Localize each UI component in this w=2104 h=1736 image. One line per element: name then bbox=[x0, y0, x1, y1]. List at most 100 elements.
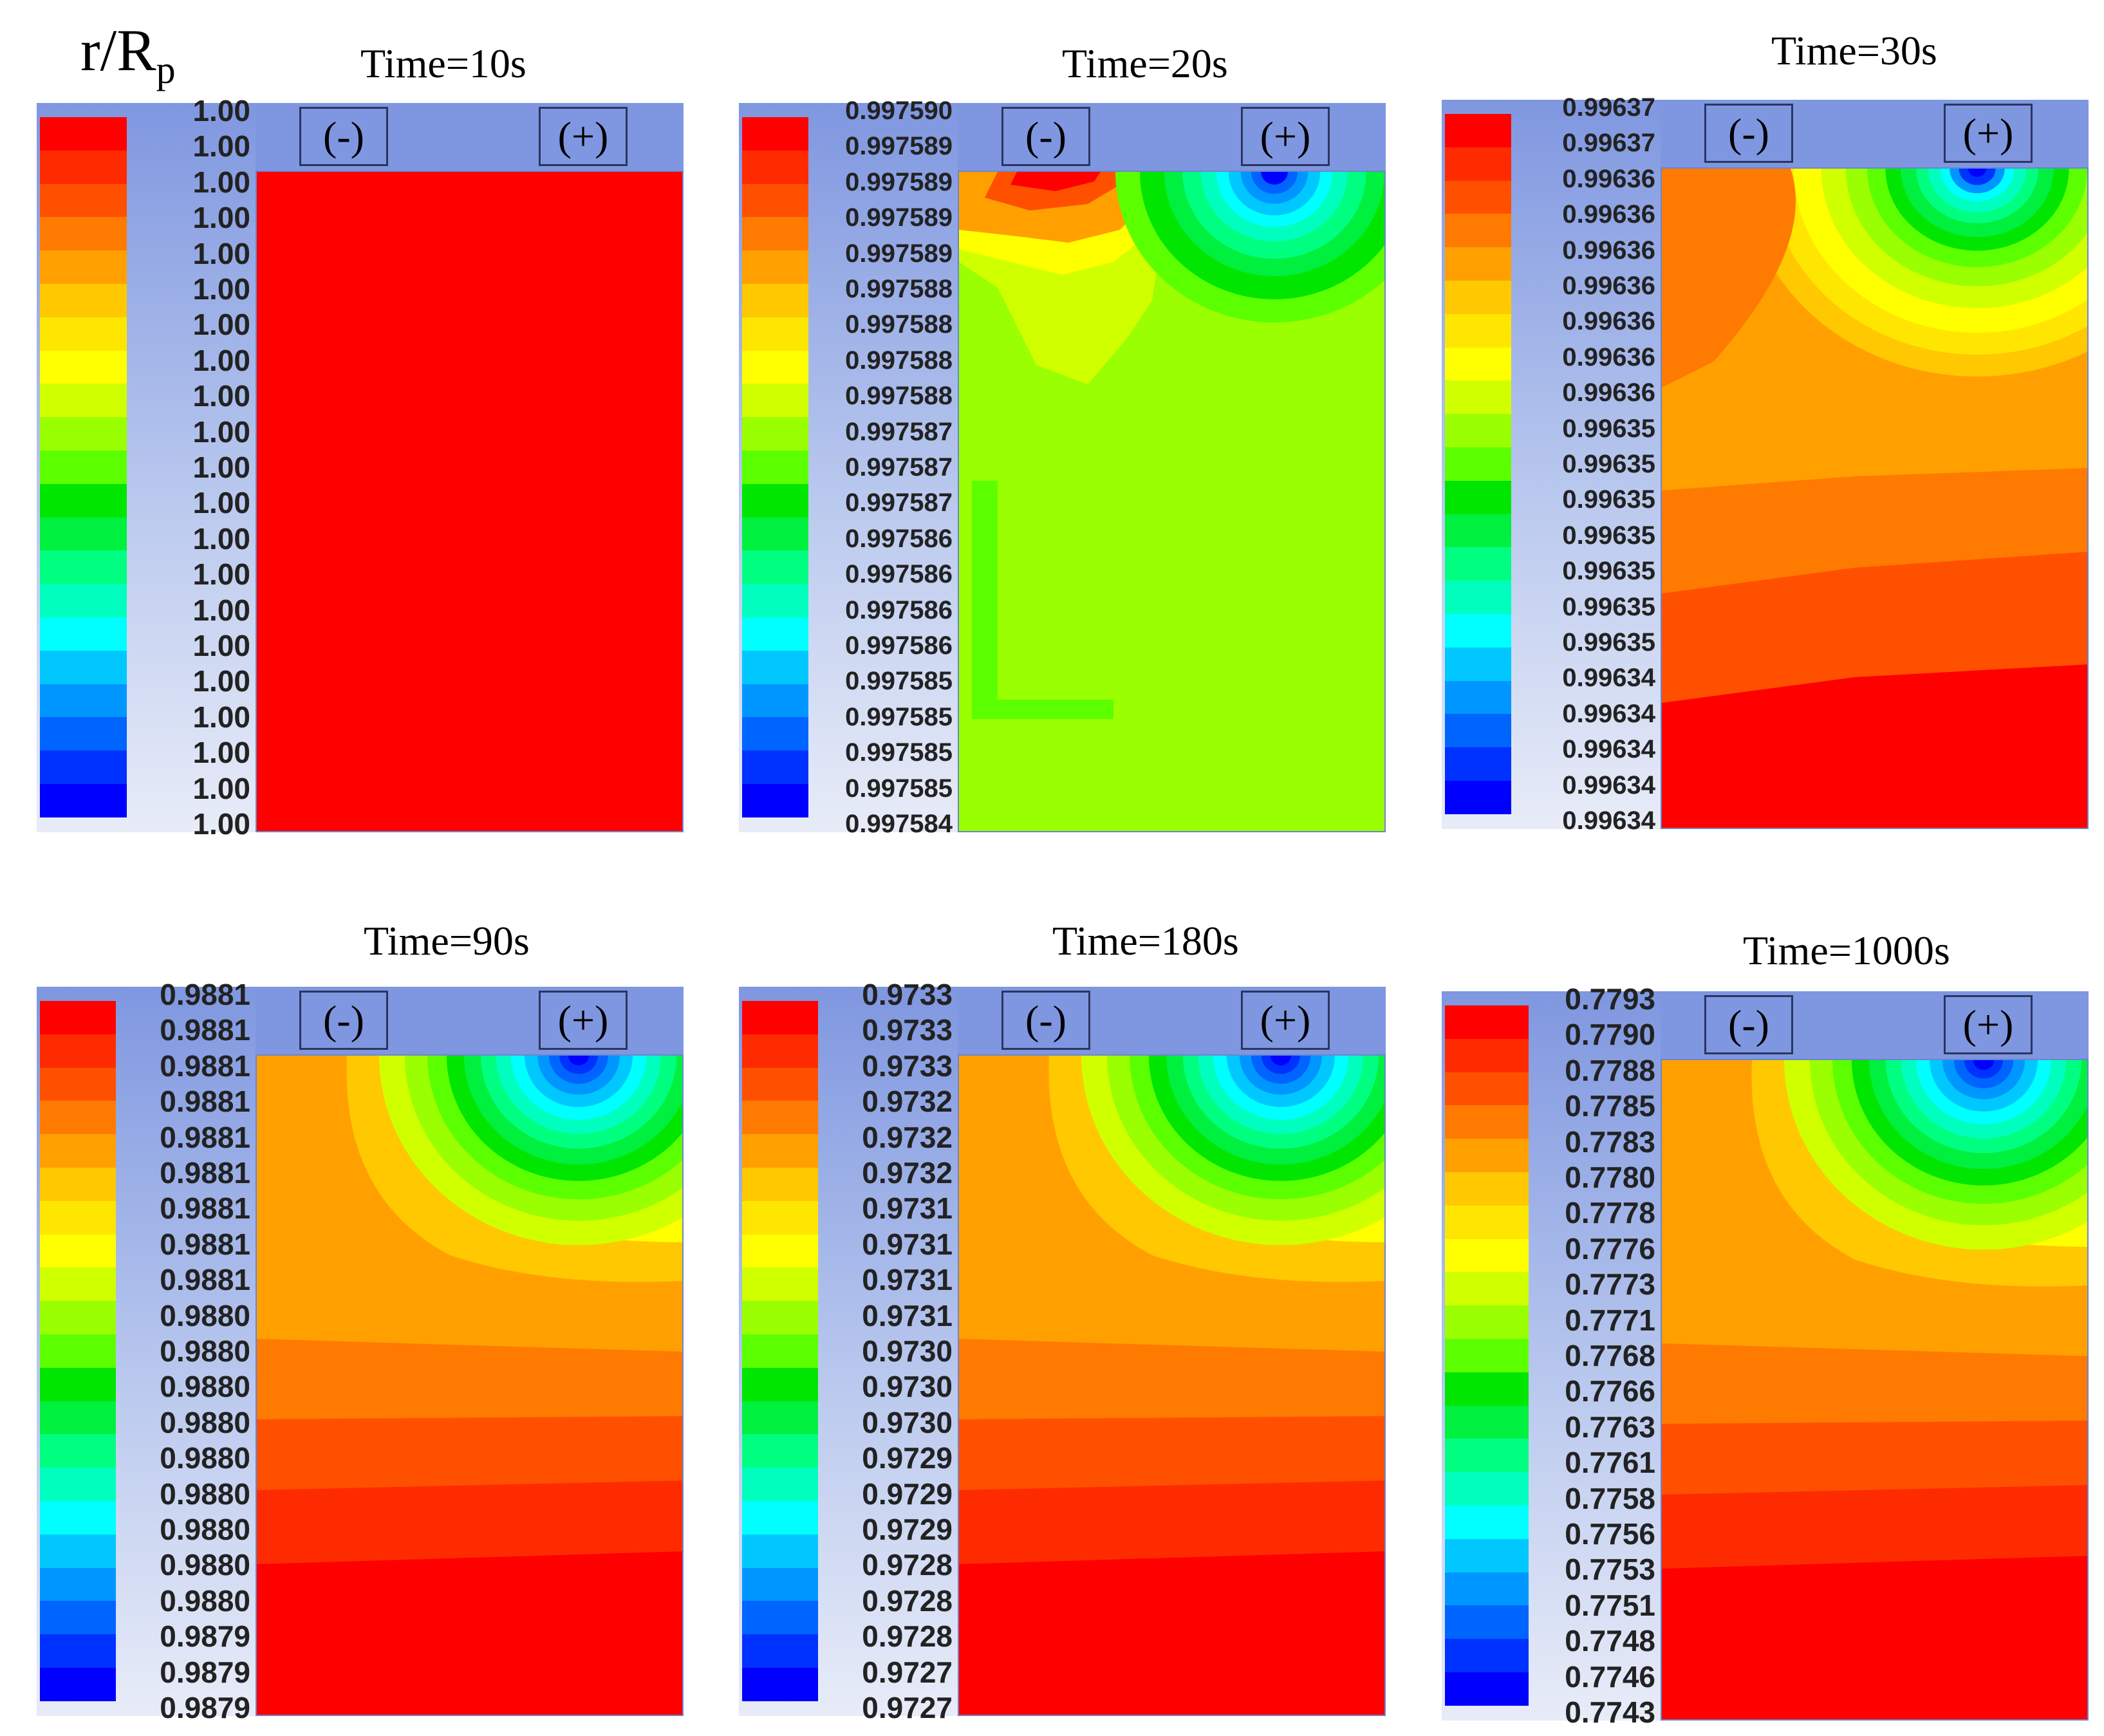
legend-label: 1.00 bbox=[192, 557, 250, 592]
legend-label: 0.9880 bbox=[160, 1298, 250, 1332]
legend-swatch bbox=[1445, 780, 1511, 814]
legend-label: 0.7753 bbox=[1565, 1553, 1655, 1587]
color-legend: 0.7793 0.7790 0.7788 0.7785 0.7783 0.7780 0.77… bbox=[1442, 984, 1661, 1727]
legend-label: 0.7748 bbox=[1565, 1624, 1655, 1658]
legend-swatch bbox=[1445, 313, 1511, 348]
legend-swatch bbox=[742, 350, 808, 384]
legend-swatch bbox=[40, 717, 127, 751]
legend-label: 0.9731 bbox=[862, 1227, 953, 1261]
contour-band bbox=[257, 172, 682, 831]
panel-time-90s: 0.9881 0.9881 0.9881 0.9881 0.9881 0.9881 0.98… bbox=[37, 980, 684, 1722]
legend-label: 1.00 bbox=[192, 700, 250, 734]
legend-label: 0.7746 bbox=[1565, 1659, 1655, 1694]
panel-title-30s: Time=30s bbox=[1771, 28, 1937, 73]
legend-label: 0.997585 bbox=[845, 774, 953, 803]
legend-swatch bbox=[1445, 1105, 1529, 1139]
panel-time-1000s: 0.7793 0.7790 0.7788 0.7785 0.7783 0.7780 0.77… bbox=[1442, 984, 2089, 1727]
legend-swatch bbox=[40, 1367, 116, 1401]
legend-label: 0.99634 bbox=[1562, 699, 1655, 728]
legend-label: 0.9728 bbox=[862, 1619, 953, 1654]
legend-swatch bbox=[742, 1468, 818, 1501]
legend-label: 0.7783 bbox=[1565, 1125, 1655, 1159]
panel-title-20s: Time=20s bbox=[1062, 41, 1228, 86]
electrode-bar: (-) (+) bbox=[958, 103, 1386, 171]
legend-label: 0.7763 bbox=[1565, 1410, 1655, 1444]
legend-label: 0.997585 bbox=[845, 667, 953, 696]
legend-swatches bbox=[1445, 1005, 1529, 1706]
legend-swatches bbox=[1445, 114, 1511, 814]
legend-swatch bbox=[40, 183, 127, 218]
legend-swatch bbox=[742, 250, 808, 284]
legend-swatch bbox=[742, 1034, 818, 1068]
legend-label: 1.00 bbox=[192, 201, 250, 235]
legend-swatch bbox=[1445, 214, 1511, 248]
legend-swatch bbox=[1445, 1139, 1529, 1172]
contour-band bbox=[972, 481, 1113, 719]
legend-swatch bbox=[742, 217, 808, 251]
legend-swatch bbox=[40, 283, 127, 317]
legend-swatch bbox=[1445, 547, 1511, 581]
legend-label: 0.99636 bbox=[1562, 378, 1655, 407]
legend-swatch bbox=[1445, 347, 1511, 381]
positive-electrode: (+) bbox=[1241, 991, 1330, 1050]
legend-label: 0.9732 bbox=[862, 1156, 953, 1190]
legend-swatch bbox=[1445, 514, 1511, 548]
legend-label: 0.9881 bbox=[160, 978, 250, 1011]
legend-label: 1.00 bbox=[192, 593, 250, 627]
legend-swatch bbox=[742, 1001, 818, 1034]
legend-swatch bbox=[40, 751, 127, 784]
panel-time-180s: 0.9733 0.9733 0.9733 0.9732 0.9732 0.9732 0.97… bbox=[739, 980, 1386, 1722]
legend-label: 0.997588 bbox=[845, 275, 953, 303]
legend-swatch bbox=[742, 384, 808, 418]
legend-swatch bbox=[40, 1567, 116, 1601]
legend-swatch bbox=[40, 1101, 116, 1135]
legend-label: 0.9733 bbox=[862, 978, 953, 1011]
legend-swatch bbox=[742, 751, 808, 784]
legend-swatch bbox=[40, 650, 127, 684]
legend-swatch bbox=[742, 117, 808, 151]
legend-label: 0.9880 bbox=[160, 1513, 250, 1546]
legend-label: 0.997588 bbox=[845, 346, 953, 375]
legend-swatch bbox=[742, 417, 808, 451]
contour-plot bbox=[257, 172, 682, 831]
legend-swatch bbox=[742, 1601, 818, 1635]
legend-swatch bbox=[1445, 1505, 1529, 1539]
contour-band bbox=[1271, 1056, 1291, 1066]
legend-swatch bbox=[40, 483, 127, 518]
legend-swatch bbox=[40, 584, 127, 617]
legend-label: 0.997588 bbox=[845, 310, 953, 339]
positive-electrode: (+) bbox=[539, 991, 628, 1050]
legend-label: 0.99637 bbox=[1562, 93, 1655, 122]
legend-label: 1.00 bbox=[192, 771, 250, 805]
legend-swatch bbox=[1445, 147, 1511, 181]
legend-label: 0.9730 bbox=[862, 1370, 953, 1404]
legend-swatch bbox=[1445, 114, 1511, 147]
legend-swatch bbox=[40, 384, 127, 418]
positive-electrode: (+) bbox=[1241, 107, 1330, 166]
legend-swatch bbox=[40, 1167, 116, 1201]
legend-swatch bbox=[742, 1401, 818, 1435]
legend-label: 0.997589 bbox=[845, 132, 953, 161]
negative-electrode: (-) bbox=[299, 991, 388, 1050]
legend-label: 0.9879 bbox=[160, 1655, 250, 1689]
legend-swatch bbox=[40, 1067, 116, 1101]
legend-label: 0.997586 bbox=[845, 560, 953, 589]
legend-label: 1.00 bbox=[192, 807, 250, 841]
legend-label: 1.00 bbox=[192, 343, 250, 377]
legend-swatch bbox=[40, 117, 127, 151]
panel-title-90s: Time=90s bbox=[364, 918, 530, 964]
legend-label: 0.7793 bbox=[1565, 982, 1655, 1016]
legend-swatch bbox=[1445, 1305, 1529, 1339]
legend-swatch bbox=[742, 650, 808, 684]
legend-label: 1.00 bbox=[192, 308, 250, 342]
legend-swatch bbox=[40, 783, 127, 817]
legend-label: 0.997588 bbox=[845, 382, 953, 411]
legend-label: 0.997587 bbox=[845, 453, 953, 481]
legend-swatch bbox=[1445, 480, 1511, 514]
contour-plot bbox=[1662, 1060, 2087, 1719]
legend-labels: 0.7793 0.7790 0.7788 0.7785 0.7783 0.7780 0.77… bbox=[1532, 984, 1661, 1727]
legend-label: 0.9879 bbox=[160, 1619, 250, 1654]
legend-swatch bbox=[1445, 714, 1511, 748]
contour-field bbox=[958, 171, 1386, 832]
contour-plot bbox=[959, 172, 1384, 831]
